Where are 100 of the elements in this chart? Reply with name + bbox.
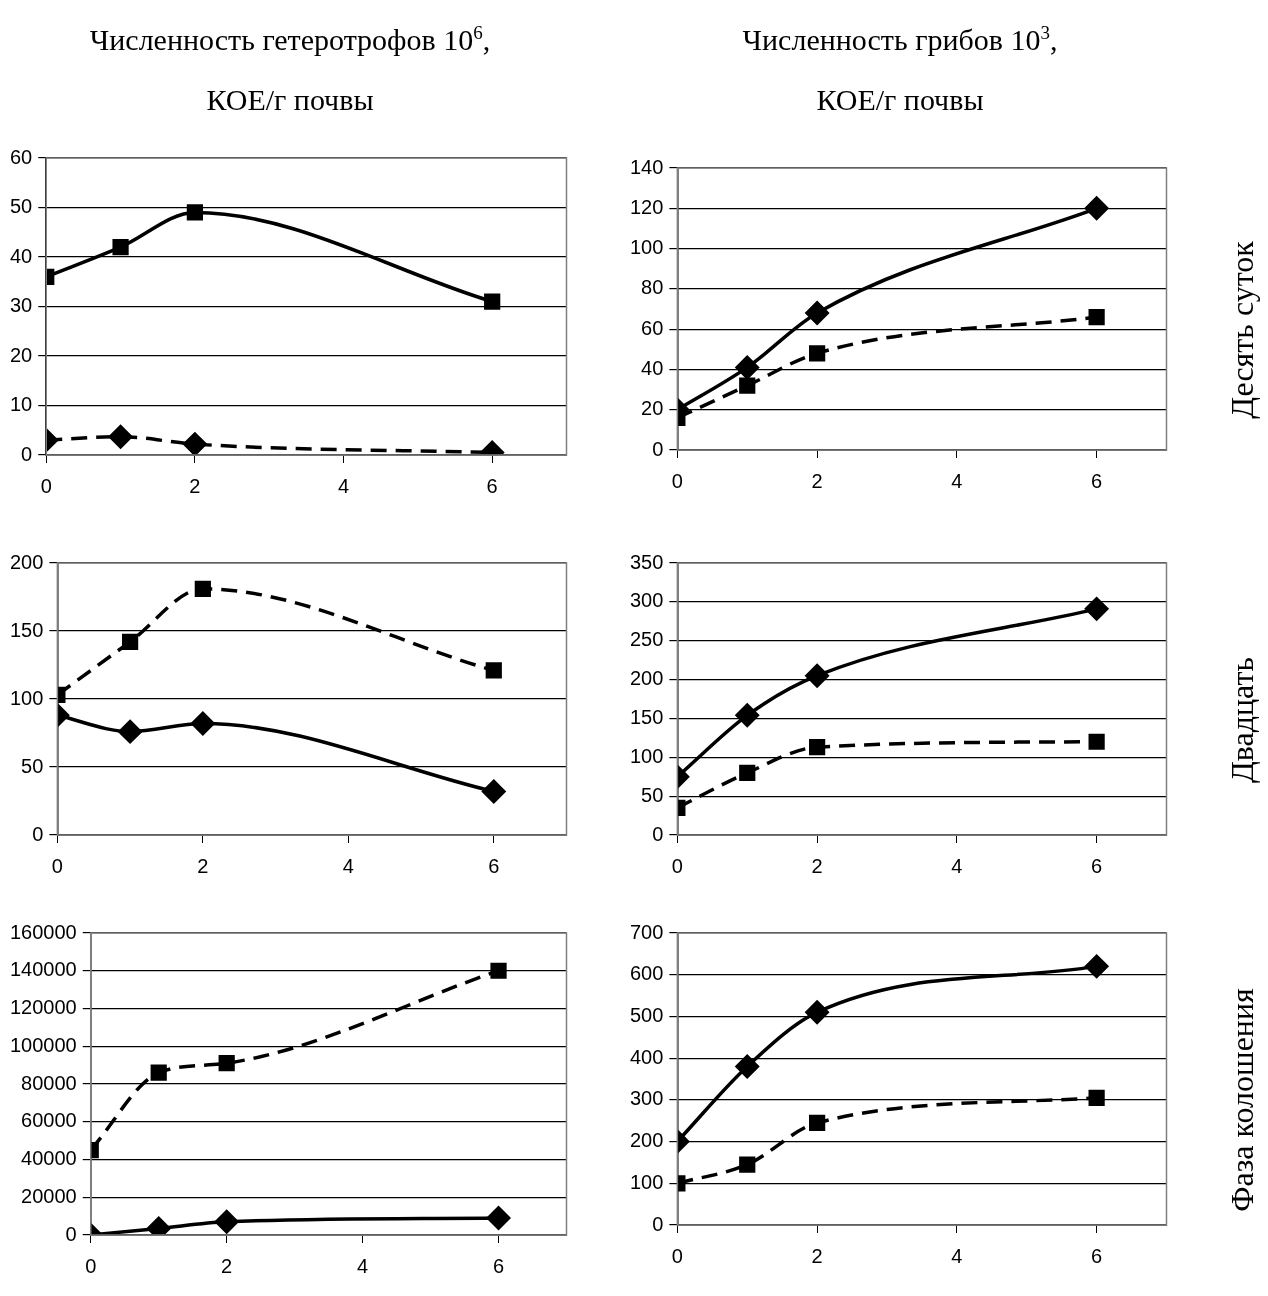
y-tick-label: 40000 [21,1147,77,1170]
chart-title: Численность грибов 10$^{3}$, КОЕ/г почвы [742,22,1058,116]
chart-title: Численность гетеротрофов 10$^{6}$, КОЕ/г почвы [89,22,491,116]
y-tick-label: 200 [9,550,44,573]
point [1084,196,1109,221]
x-tick-label: 6 [1091,1244,1103,1267]
y-tick-label: 50 [10,195,33,218]
point [805,663,829,688]
x-tick-label: 6 [492,1254,505,1277]
x-tick-label: 6 [1091,854,1103,877]
y-tick-label: 200 [629,667,664,690]
y-tick-label: 100 [629,744,664,767]
y-tick-label: 20 [641,397,664,420]
y-tick-label: 100 [9,686,44,709]
y-tick-label: 0 [652,437,664,460]
point [809,1114,826,1131]
point [739,764,756,781]
x-tick-label: 4 [337,474,350,497]
point [1088,733,1105,750]
y-tick-label: 80 [641,276,664,299]
y-tick-label: 0 [21,442,33,465]
point [112,238,129,256]
y-tick-label: 0 [652,1212,664,1235]
point [486,1206,511,1230]
x-tick-label: 0 [85,1254,97,1277]
point [739,377,756,394]
point [735,355,759,380]
y-tick-label: 0 [652,822,664,845]
y-tick-label: 120000 [9,996,77,1019]
x-tick-label: 4 [951,469,963,492]
point [218,1055,235,1072]
point [485,662,502,679]
point [1088,1089,1105,1106]
point [490,962,507,979]
y-tick-label: 400 [629,1045,664,1068]
x-tick-label: 4 [342,854,354,877]
y-tick-label: 40 [10,244,33,267]
y-tick-label: 500 [629,1003,664,1026]
point [1088,308,1105,326]
point [484,293,501,310]
y-tick-label: 140 [629,155,664,178]
y-tick-label: 120 [629,195,664,218]
y-tick-label: 50 [21,754,44,777]
y-tick-label: 250 [629,628,664,651]
y-tick-label: 100 [629,236,664,259]
x-tick-label: 2 [197,854,209,877]
y-tick-label: 700 [629,920,664,943]
y2-axis-title: Двадцать [1223,656,1261,784]
x-tick-label: 0 [671,469,683,492]
y2-axis-title: Десять суток [1223,241,1261,419]
point [1084,954,1109,979]
y-tick-label: 60000 [21,1109,77,1132]
x-tick-label: 2 [811,1244,823,1267]
x-tick-label: 2 [189,474,201,497]
point [183,432,207,455]
point [118,719,142,744]
x-tick-label: 2 [811,854,823,877]
y-tick-label: 60 [641,316,664,339]
y-tick-label: 350 [629,550,664,573]
y-tick-label: 20000 [21,1184,77,1207]
x-tick-label: 4 [357,1254,369,1277]
y-tick-label: 60 [10,145,33,168]
y-tick-label: 150 [9,618,44,641]
x-tick-label: 6 [488,854,500,877]
x-tick-label: 2 [811,469,823,492]
point [809,739,826,756]
y-tick-label: 140000 [9,958,77,981]
y2-axis-title: Фаза колошения [1223,988,1261,1212]
y-tick-label: 600 [629,962,664,985]
y-tick-label: 40 [641,356,664,379]
y-tick-label: 0 [65,1222,77,1245]
x-tick-label: 6 [486,474,498,497]
y-tick-label: 300 [629,1087,664,1110]
y-tick-label: 20 [10,343,33,366]
x-tick-label: 4 [951,1244,963,1267]
point [735,703,759,728]
point [186,204,203,221]
point [805,1000,829,1025]
y-tick-label: 50 [641,783,664,806]
point [121,633,139,650]
y-tick-label: 10 [10,393,33,416]
y-tick-label: 200 [629,1129,664,1152]
y-tick-label: 100 [629,1170,664,1193]
y-tick-label: 300 [629,589,664,612]
point [735,1054,759,1079]
point [809,345,826,362]
x-tick-label: 4 [951,854,963,877]
point [214,1210,239,1234]
point [482,779,506,804]
point [805,301,829,325]
point [108,424,133,449]
point [194,580,211,597]
y-tick-label: 100000 [9,1033,77,1056]
y-tick-label: 80000 [21,1071,77,1094]
point [191,711,215,736]
y-tick-label: 30 [10,294,33,317]
point [739,1156,756,1173]
x-tick-label: 0 [671,854,683,877]
y-tick-label: 150 [629,705,664,728]
x-tick-label: 0 [671,1244,683,1267]
